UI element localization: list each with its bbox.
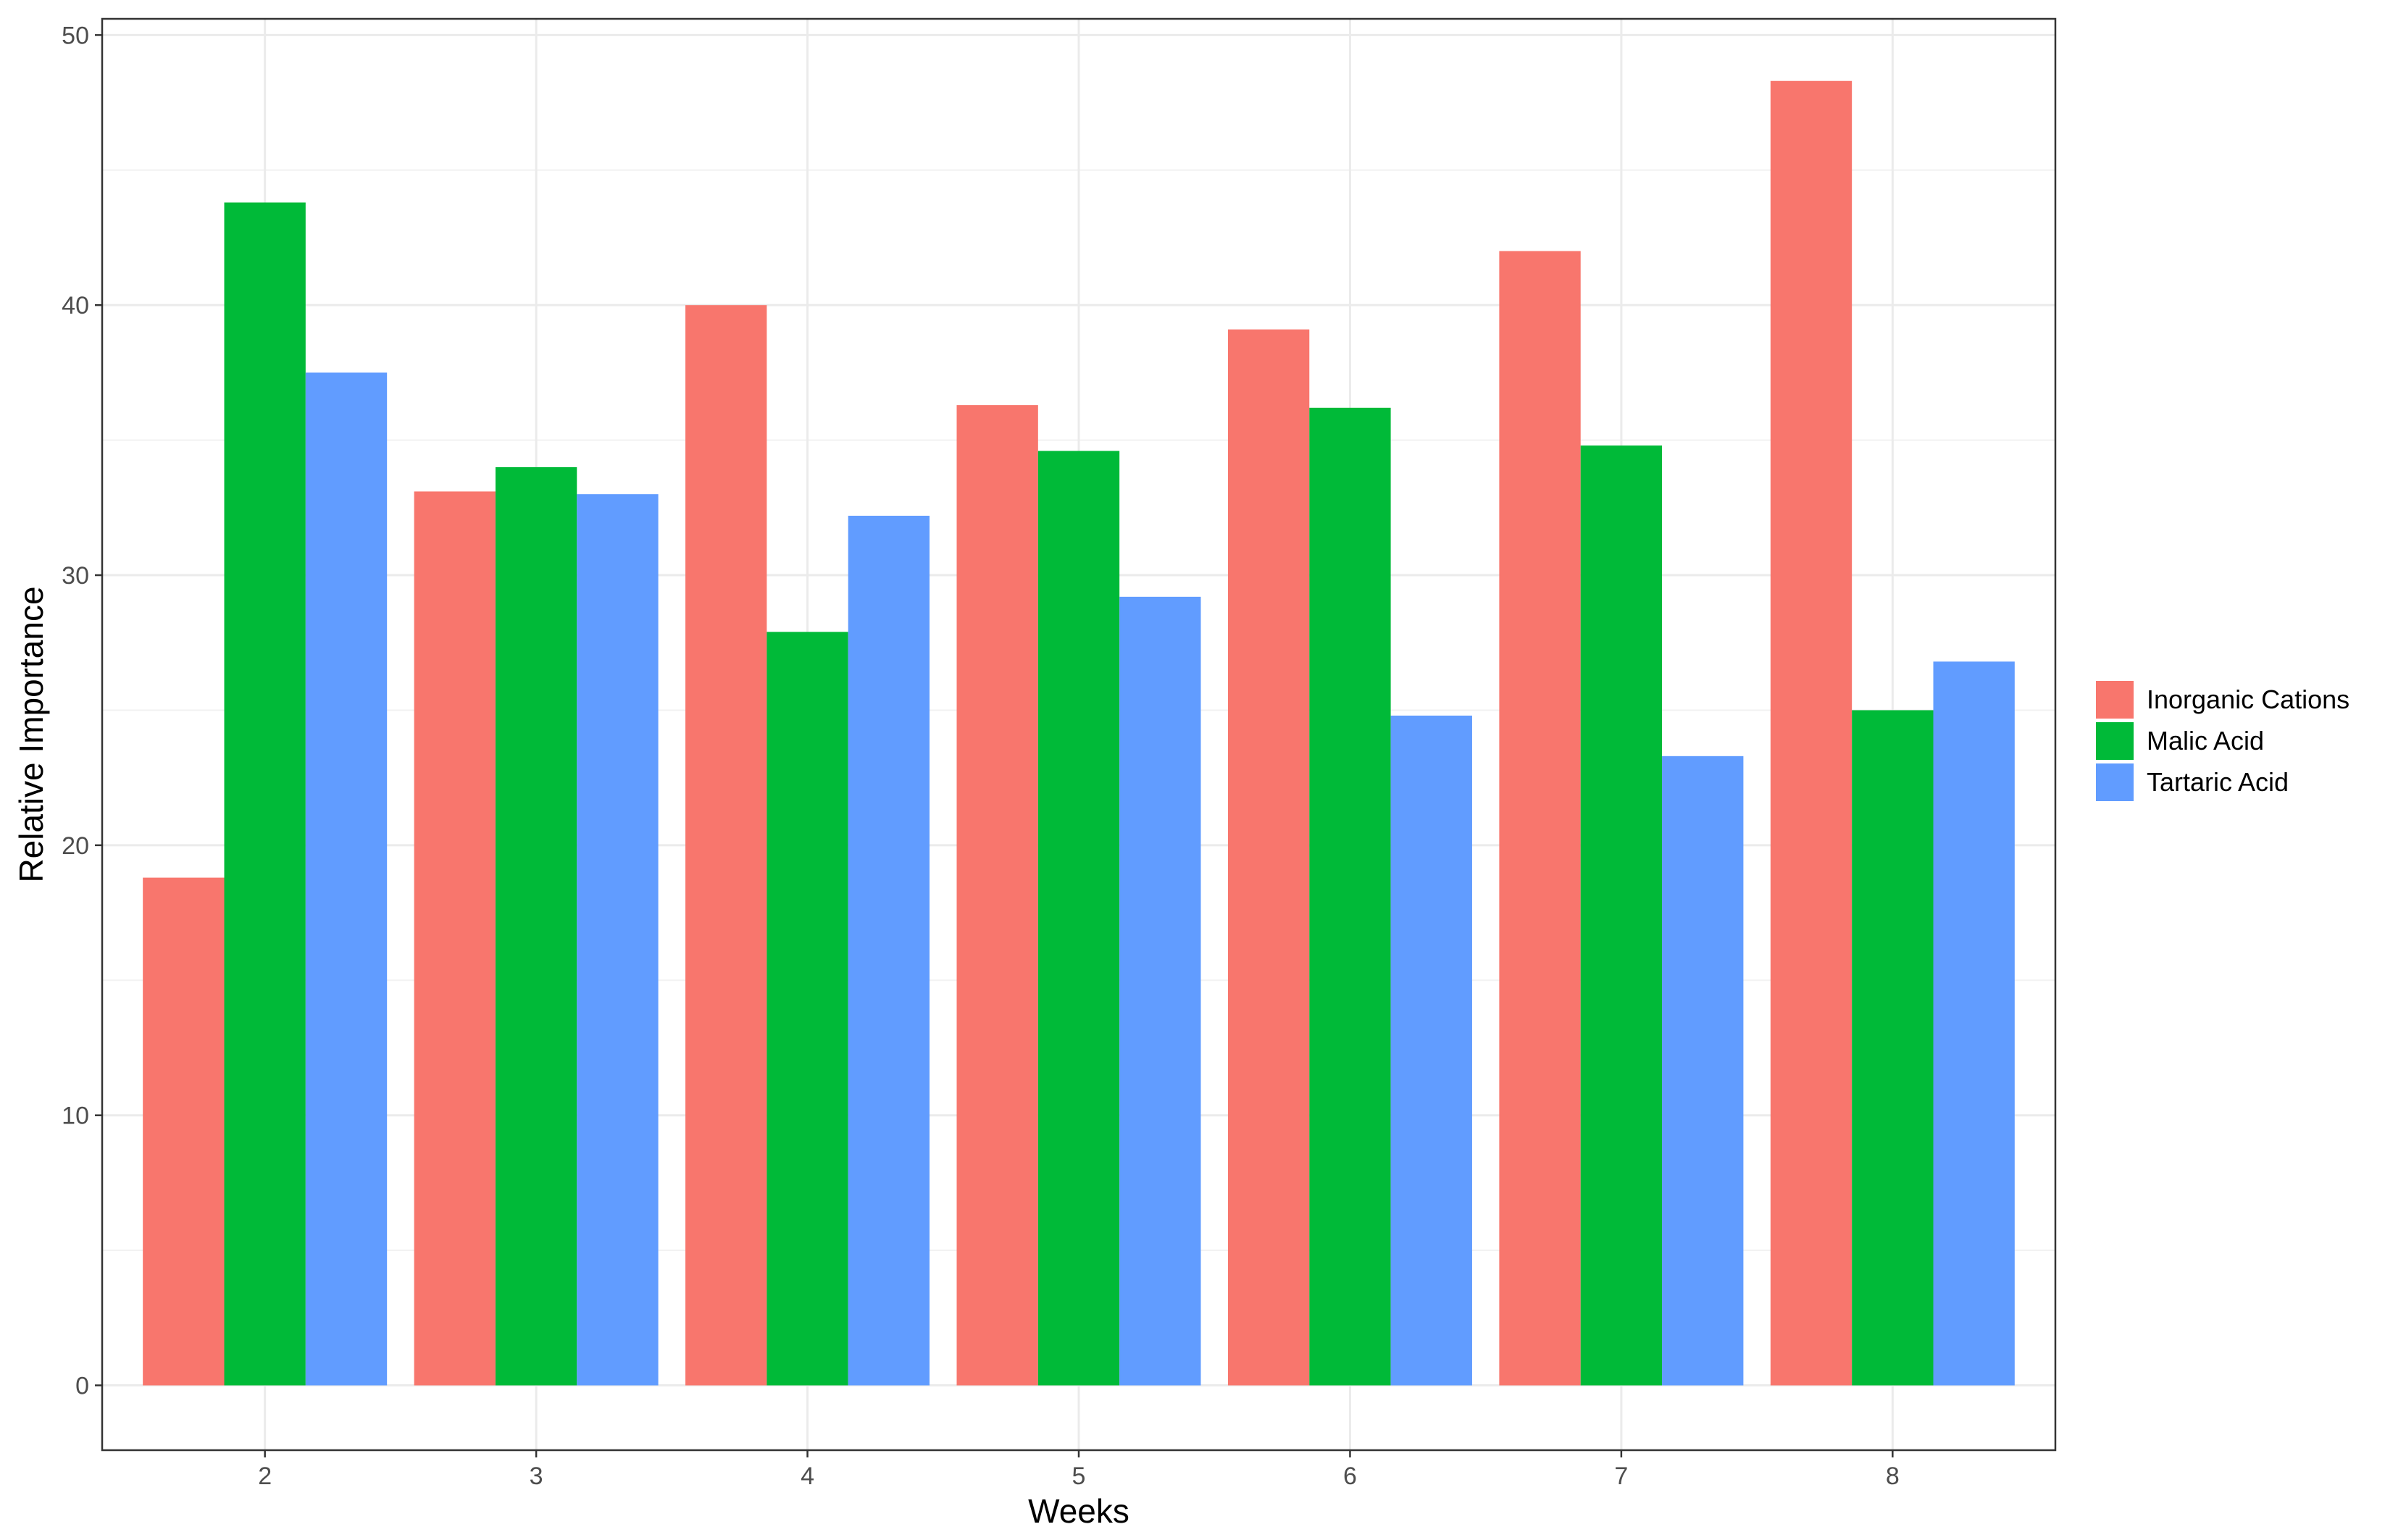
legend-label-malic-acid: Malic Acid <box>2147 726 2264 756</box>
bar-tartaric-acid-week-7 <box>1662 756 1744 1386</box>
legend-key-tartaric-acid <box>2096 763 2134 801</box>
bar-malic-acid-week-6 <box>1309 407 1391 1386</box>
bar-inorganic-cations-week-2 <box>143 877 225 1386</box>
x-tick-label: 3 <box>530 1462 543 1490</box>
y-tick-label: 30 <box>62 562 89 590</box>
bar-tartaric-acid-week-3 <box>577 494 659 1386</box>
bar-inorganic-cations-week-5 <box>956 405 1038 1386</box>
legend: Inorganic Cations Malic Acid Tartaric Acid <box>2096 681 2350 801</box>
legend-label-tartaric-acid: Tartaric Acid <box>2147 767 2289 797</box>
bar-malic-acid-week-4 <box>767 632 848 1386</box>
x-tick-label: 2 <box>258 1462 272 1490</box>
legend-label-inorganic-cations: Inorganic Cations <box>2147 685 2350 714</box>
y-axis: 0 10 20 30 40 50 <box>62 22 102 1400</box>
y-tick-label: 0 <box>75 1373 89 1400</box>
x-axis-title: Weeks <box>1028 1492 1129 1530</box>
x-tick-label: 4 <box>801 1462 814 1490</box>
bar-tartaric-acid-week-2 <box>305 372 388 1386</box>
bar-inorganic-cations-week-7 <box>1499 251 1581 1386</box>
bar-inorganic-cations-week-4 <box>685 305 767 1386</box>
legend-key-inorganic-cations <box>2096 681 2134 719</box>
bar-tartaric-acid-week-6 <box>1390 715 1472 1386</box>
x-tick-label: 6 <box>1343 1462 1357 1490</box>
x-tick-label: 5 <box>1072 1462 1086 1490</box>
y-tick-label: 50 <box>62 22 89 49</box>
bar-malic-acid-week-5 <box>1037 451 1120 1386</box>
bar-malic-acid-week-7 <box>1580 445 1663 1386</box>
bar-malic-acid-week-2 <box>224 202 306 1386</box>
x-tick-label: 8 <box>1886 1462 1900 1490</box>
y-tick-label: 20 <box>62 832 89 860</box>
bar-malic-acid-week-3 <box>495 466 577 1386</box>
x-axis: 2 3 4 5 6 7 8 <box>258 1450 1900 1490</box>
bar-tartaric-acid-week-8 <box>1933 661 2015 1386</box>
bar-inorganic-cations-week-8 <box>1770 80 1853 1386</box>
bars <box>143 80 2015 1386</box>
bar-tartaric-acid-week-5 <box>1119 596 1201 1386</box>
bar-malic-acid-week-8 <box>1852 710 1934 1386</box>
legend-key-malic-acid <box>2096 722 2134 760</box>
bar-inorganic-cations-week-6 <box>1227 329 1310 1386</box>
x-tick-label: 7 <box>1614 1462 1628 1490</box>
y-tick-label: 10 <box>62 1102 89 1130</box>
y-axis-title: Relative Importance <box>12 586 50 882</box>
bar-tartaric-acid-week-4 <box>848 516 930 1386</box>
bar-inorganic-cations-week-3 <box>414 491 496 1386</box>
y-tick-label: 40 <box>62 292 89 319</box>
